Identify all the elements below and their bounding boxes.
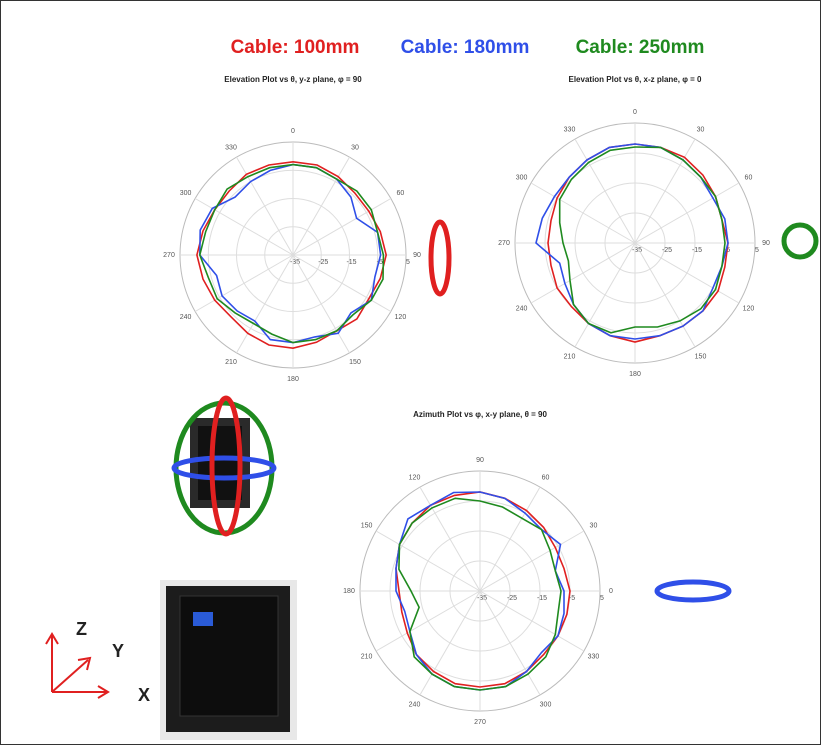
grid-spoke (292, 198, 392, 256)
legend-entry: Cable: 250mm (576, 37, 705, 58)
theta-tick-label: 120 (395, 314, 407, 321)
grid-spoke (634, 242, 740, 304)
grid-spoke (634, 138, 696, 244)
grid-spoke (634, 182, 740, 244)
r-tick-label: -35 (632, 247, 642, 254)
theta-tick-label: 60 (745, 174, 753, 181)
grid-spoke (194, 198, 294, 256)
legend-entry: Cable: 100mm (231, 37, 360, 58)
theta-tick-label: 210 (225, 359, 237, 366)
theta-tick-label: 210 (564, 353, 576, 360)
r-tick-label: -15 (692, 247, 702, 254)
grid-spoke (375, 590, 481, 652)
r-tick-label: -35 (290, 259, 300, 266)
grid-spoke (419, 590, 481, 696)
theta-tick-label: 150 (349, 359, 361, 366)
theta-tick-label: 300 (516, 174, 528, 181)
theta-tick-label: 330 (564, 126, 576, 133)
theta-tick-label: 330 (588, 653, 600, 660)
grid-spoke (530, 242, 636, 304)
grid-spoke (292, 156, 350, 256)
theta-tick-label: 270 (163, 252, 175, 259)
theta-tick-label: 0 (291, 128, 295, 135)
grid-spoke (375, 530, 481, 592)
theta-tick-label: 120 (743, 305, 755, 312)
theta-tick-label: 210 (361, 653, 373, 660)
r-tick-label: -25 (662, 247, 672, 254)
chart-title: Azimuth Plot vs φ, x-y plane, θ = 90 (413, 410, 547, 419)
orientation-xy (654, 579, 732, 603)
theta-tick-label: 180 (343, 588, 355, 595)
series-line (398, 497, 562, 691)
theta-tick-label: 180 (629, 371, 641, 378)
axis-y-label: Y (112, 641, 124, 661)
series-line (558, 146, 726, 334)
r-tick-label: -25 (507, 595, 517, 602)
theta-tick-label: 0 (609, 588, 613, 595)
device-photo (160, 580, 297, 740)
grid-spoke (194, 254, 294, 312)
device-icon (171, 395, 277, 537)
r-tick-label: -25 (318, 259, 328, 266)
axes-icon (45, 632, 110, 699)
theta-tick-label: 240 (180, 314, 192, 321)
theta-tick-label: 300 (180, 190, 192, 197)
theta-tick-label: 270 (474, 719, 486, 726)
theta-tick-label: 30 (697, 126, 705, 133)
theta-tick-label: 90 (476, 457, 484, 464)
grid-spoke (292, 254, 392, 312)
r-tick-label: -35 (477, 595, 487, 602)
theta-tick-label: 30 (351, 144, 359, 151)
theta-tick-label: 150 (695, 353, 707, 360)
theta-tick-label: 0 (633, 109, 637, 116)
theta-tick-label: 240 (516, 305, 528, 312)
grid-spoke (479, 590, 541, 696)
grid-spoke (574, 138, 636, 244)
r-tick-label: -15 (537, 595, 547, 602)
axis-x-label: X (138, 685, 150, 705)
grid-spoke (236, 156, 294, 256)
series-line (395, 491, 565, 691)
grid-spoke (530, 182, 636, 244)
grid-spoke (236, 254, 294, 354)
theta-tick-label: 240 (409, 701, 421, 708)
grid-spoke (479, 590, 585, 652)
theta-tick-label: 270 (498, 240, 510, 247)
theta-tick-label: 60 (396, 190, 404, 197)
grid-spoke (419, 486, 481, 592)
r-tick-label: 5 (600, 595, 604, 602)
grid-spoke (634, 242, 696, 348)
orientation-yz (428, 219, 452, 297)
orientation-xz (781, 222, 819, 260)
theta-tick-label: 150 (361, 522, 373, 529)
theta-tick-label: 60 (542, 474, 550, 481)
theta-tick-label: 330 (225, 144, 237, 151)
theta-tick-label: 30 (590, 522, 598, 529)
grid-spoke (479, 530, 585, 592)
grid-spoke (292, 254, 350, 354)
r-tick-label: -15 (346, 259, 356, 266)
r-tick-label: 5 (406, 259, 410, 266)
theta-tick-label: 90 (762, 240, 770, 247)
grid-spoke (574, 242, 636, 348)
theta-tick-label: 180 (287, 376, 299, 383)
theta-tick-label: 300 (540, 701, 552, 708)
chart-title: Elevation Plot vs θ, y-z plane, φ = 90 (224, 75, 362, 84)
series-line (535, 143, 729, 340)
axis-z-label: Z (76, 619, 87, 639)
theta-tick-label: 90 (413, 252, 421, 259)
r-tick-label: -5 (569, 595, 575, 602)
r-tick-label: 5 (755, 247, 759, 254)
r-tick-label: -5 (377, 259, 383, 266)
series-line (198, 163, 385, 344)
theta-tick-label: 120 (409, 474, 421, 481)
legend-entry: Cable: 180mm (401, 37, 530, 58)
chart-title: Elevation Plot vs θ, x-z plane, φ = 0 (569, 75, 703, 84)
grid-spoke (479, 486, 541, 592)
